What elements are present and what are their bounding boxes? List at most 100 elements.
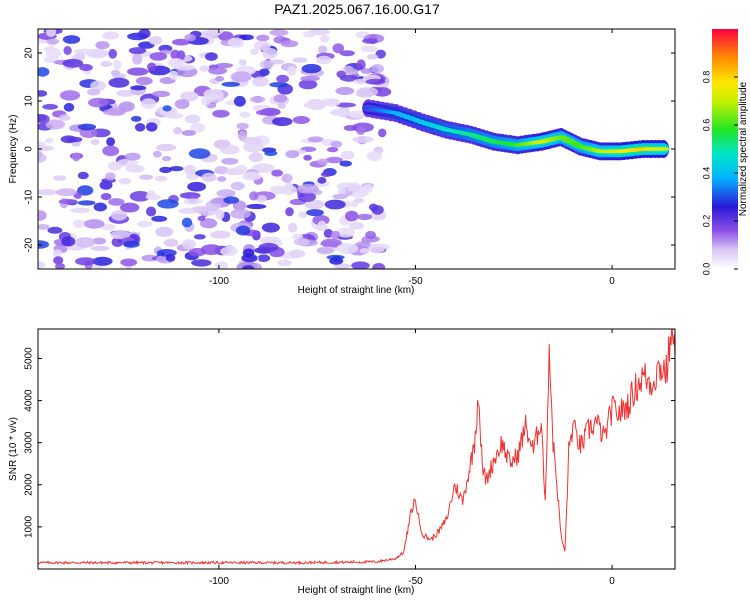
heatmap-noise-blob [101, 223, 116, 231]
heatmap-noise-blob [241, 253, 258, 263]
snr-y-tick-label: 3000 [24, 431, 35, 454]
heatmap-noise-blob [58, 114, 71, 121]
heatmap-noise-blob [230, 181, 245, 191]
heatmap-noise-blob [118, 101, 135, 112]
heatmap-noise-blob [128, 47, 147, 55]
heatmap-noise-blob [38, 261, 46, 269]
heatmap-noise-blob [100, 193, 112, 201]
heatmap-noise-blob [285, 181, 294, 192]
colorbar-label: Normalized spectral amplitude [738, 81, 749, 216]
heatmap-noise-blob [356, 59, 366, 71]
heatmap-noise-blob [360, 68, 374, 74]
heatmap-noise-blob [215, 261, 228, 269]
heatmap-noise-blob [271, 169, 283, 177]
heatmap-noise-blob [346, 184, 362, 193]
heatmap-noise-blob [205, 52, 218, 61]
heatmap-noise-blob [221, 81, 241, 87]
heatmap-noise-blob [168, 58, 184, 68]
heatmap-noise-blob [105, 172, 116, 181]
heatmap-noise-blob [83, 219, 105, 229]
heatmap-noise-blob [146, 206, 157, 217]
heatmap-noise-blob [188, 148, 211, 159]
heatmap-noise-blob [146, 190, 156, 200]
heatmap-noise-blob [298, 211, 308, 219]
heatmap-noise-blob [38, 210, 47, 221]
heatmap-noise-blob [162, 105, 172, 112]
heatmap-noise-blob [118, 177, 131, 185]
heatmap-noise-blob [72, 152, 81, 162]
heatmap-noise-blob [301, 63, 322, 74]
snr-frame [37, 328, 676, 570]
heatmap-noise-blob [212, 109, 230, 118]
heatmap-noise-blob [323, 228, 334, 238]
heatmap-noise-blob [199, 65, 209, 72]
heatmap-noise-blob [197, 216, 206, 221]
heatmap-noise-blob [102, 145, 120, 157]
heatmap-noise-blob [161, 156, 172, 162]
heatmap-noise-blob [103, 108, 126, 116]
heatmap-noise-blob [154, 175, 168, 182]
heatmap-noise-blob [362, 38, 378, 44]
heatmap-noise-blob [187, 181, 207, 192]
heatmap-noise-blob [316, 55, 332, 65]
heatmap-noise-blob [110, 69, 121, 76]
heatmap-noise-blob [365, 230, 377, 240]
heatmap-noise-blob [242, 265, 255, 269]
heatmap-noise-blob [272, 117, 293, 127]
heatmap-noise-blob [90, 80, 106, 92]
heatmap-noise-blob [368, 203, 378, 211]
heatmap-noise-blob [45, 119, 65, 130]
snr-x-ticks: -100 -50 0 [209, 329, 615, 587]
heatmap-noise-blob [54, 263, 66, 269]
heatmap-noise-blob [200, 96, 211, 106]
heatmap-x-axis-label: Height of straight line (km) [298, 285, 415, 296]
heatmap-noise-blob [253, 40, 271, 51]
heatmap-noise-blob [186, 174, 199, 181]
heatmap-noise-blob [330, 140, 342, 148]
heatmap-noise-blob [70, 207, 91, 214]
heatmap-noise-blob [200, 244, 222, 256]
heatmap-noise-blob [297, 184, 319, 194]
heatmap-noise-blob [184, 33, 196, 42]
heatmap-noise-blob [298, 79, 318, 90]
heatmap-noise-blob [234, 95, 246, 107]
heatmap-noise-blob [62, 58, 84, 68]
heatmap-noise-blob [108, 77, 130, 88]
heatmap-noise-blob [269, 29, 289, 36]
snr-series-line [38, 329, 675, 566]
heatmap-noise-blob [321, 99, 341, 107]
heatmap-noise-blob [184, 164, 196, 176]
heatmap-y-tick-label: -10 [24, 189, 35, 204]
heatmap-noise-blob [112, 59, 122, 70]
heatmap-noise-blob [216, 176, 227, 182]
colorbar-tick-label: 0.6 [701, 119, 711, 132]
heatmap-noise-blob [246, 203, 267, 210]
heatmap-noise-blob [352, 136, 374, 143]
heatmap-noise-blob [72, 219, 85, 229]
heatmap-noise-blob [169, 166, 184, 172]
heatmap-noise-blob [356, 87, 379, 97]
heatmap-noise-blob [252, 76, 269, 87]
heatmap-noise-blob [116, 89, 136, 97]
heatmap-noise-blob [42, 103, 58, 110]
heatmap-y-tick-label: -20 [24, 237, 35, 252]
heatmap-noise-blob [58, 198, 78, 205]
heatmap-noise-blob [191, 259, 212, 267]
heatmap-noise-blob [90, 245, 110, 252]
heatmap-noise-blob [356, 126, 366, 135]
heatmap-noise-blob [292, 116, 310, 124]
heatmap-noise-blob [73, 48, 95, 55]
heatmap-noise-blob [92, 256, 113, 266]
heatmap-noise-blob [345, 68, 359, 75]
colorbar-tick-label: 0.0 [701, 263, 711, 276]
heatmap-noise-blob [181, 217, 193, 228]
heatmap-noise-blob [38, 189, 57, 196]
heatmap-noise-blob [336, 70, 347, 79]
heatmap-noise-blob [317, 158, 329, 166]
heatmap-noise-blob [317, 220, 327, 230]
heatmap-noise-blob [363, 184, 373, 193]
heatmap-noise-blob [215, 75, 225, 82]
heatmap-noise-blob [168, 70, 179, 81]
heatmap-noise-blob [365, 78, 386, 85]
